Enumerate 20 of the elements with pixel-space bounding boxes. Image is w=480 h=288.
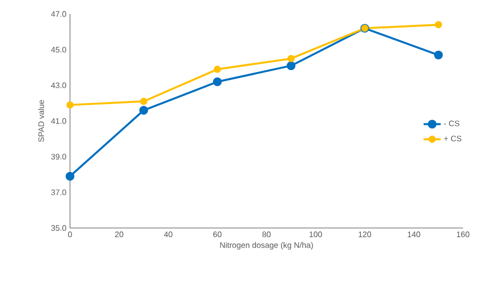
x-tick-label: 0: [68, 232, 72, 238]
y-tick-label: 45.0: [51, 46, 66, 52]
x-tick-label: 140: [408, 232, 420, 238]
y-tick-label: 39.0: [51, 154, 66, 160]
legend-label: + CS: [444, 136, 462, 142]
y-tick-label: 37.0: [51, 189, 66, 196]
x-tick-label: 20: [115, 232, 124, 238]
x-tick-label: 160: [456, 232, 470, 238]
y-tick-label: 41.0: [51, 118, 66, 124]
x-axis-title: Nitrogen dosage (kg N/ha): [220, 242, 313, 250]
x-tick-label: 100: [310, 232, 322, 238]
y-tick-label: 43.0: [51, 82, 66, 88]
x-tick-label: 120: [358, 232, 372, 238]
x-tick-label: 40: [164, 232, 172, 238]
x-tick-label: 80: [262, 232, 271, 238]
y-axis-title: SPAD value: [38, 100, 44, 142]
y-tick-label: 35.0: [51, 225, 66, 231]
y-tick-label: 47.0: [51, 11, 66, 17]
legend-label: - CS: [444, 120, 460, 126]
x-tick-label: 60: [213, 232, 222, 238]
